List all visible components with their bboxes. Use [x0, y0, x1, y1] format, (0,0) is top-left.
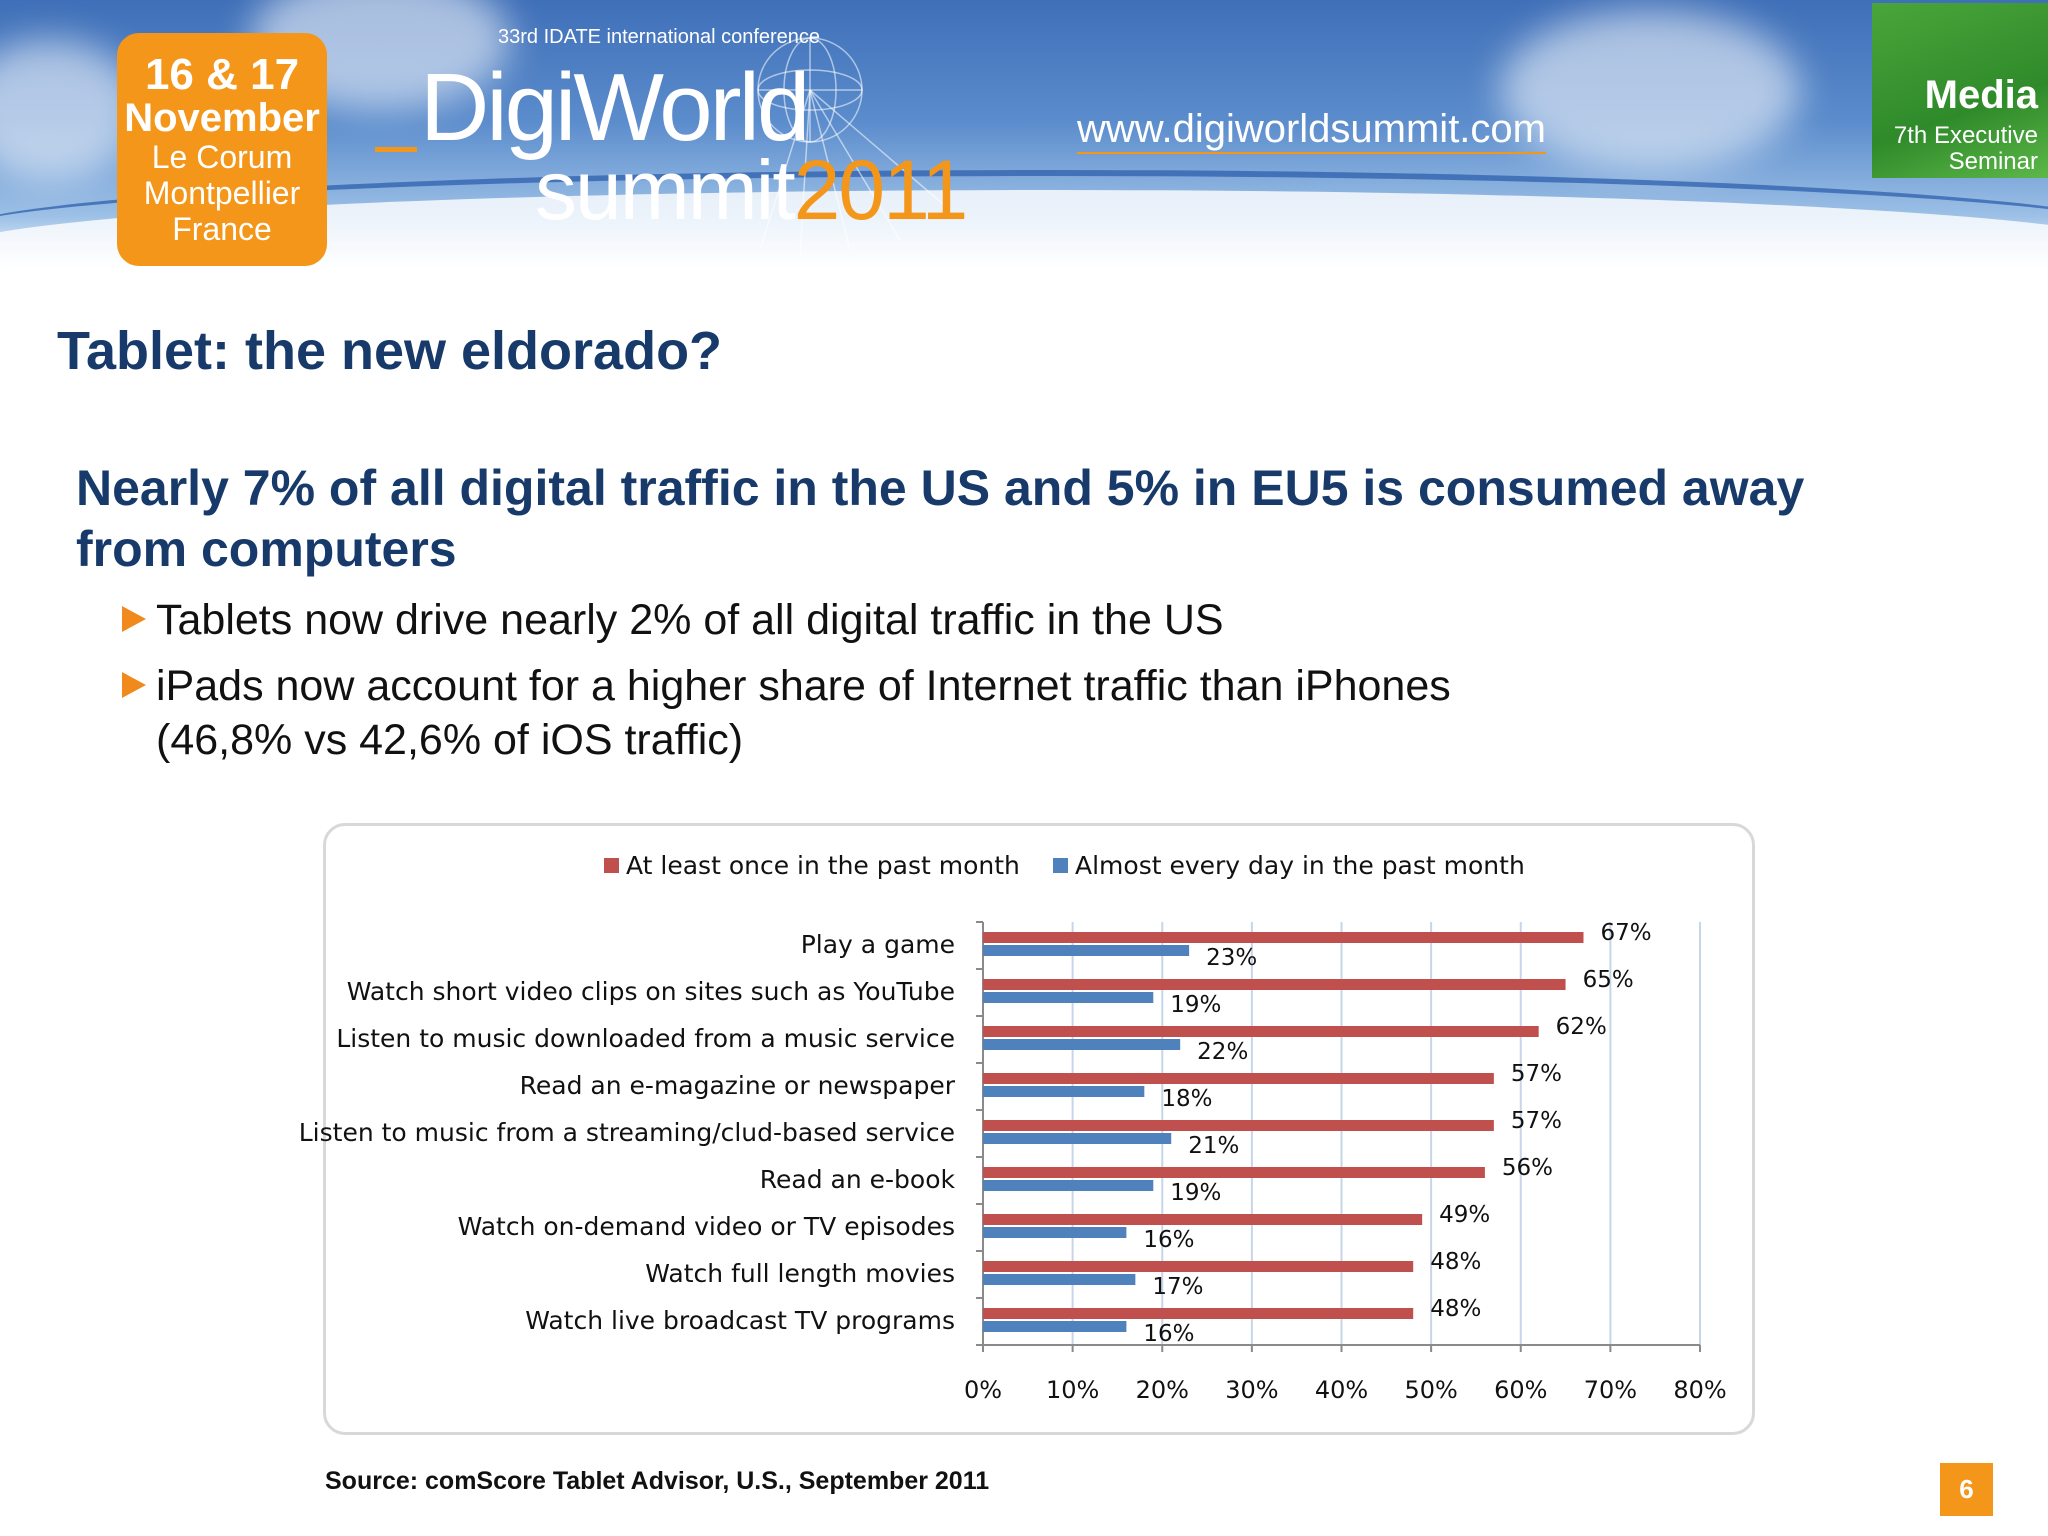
bar-daily [983, 1086, 1145, 1097]
bullet-text: iPads now account for a higher share of … [156, 662, 1451, 710]
bullet-item: Tablets now drive nearly 2% of all digit… [122, 593, 1224, 647]
category-label: Watch live broadcast TV programs [525, 1306, 955, 1335]
data-label-daily: 19% [1170, 1180, 1221, 1206]
legend-label: At least once in the past month [626, 851, 1020, 880]
category-label: Read an e-book [760, 1165, 956, 1194]
venue-city: Montpellier [143, 175, 301, 211]
data-label-daily: 16% [1143, 1321, 1194, 1347]
logo-text: DigiWorld [420, 54, 810, 161]
source-note: Source: comScore Tablet Advisor, U.S., S… [325, 1467, 990, 1495]
bar-monthly [983, 1214, 1423, 1225]
bar-daily [983, 1180, 1154, 1191]
event-month: November [124, 96, 320, 140]
category-label: Read an e-magazine or newspaper [520, 1071, 956, 1100]
x-tick-label: 10% [1046, 1376, 1099, 1404]
data-label-daily: 16% [1143, 1227, 1194, 1253]
legend-swatch [1053, 858, 1068, 873]
page-number: 6 [1940, 1463, 1993, 1516]
data-label-monthly: 48% [1430, 1249, 1481, 1275]
bar-daily [983, 1321, 1127, 1332]
conference-label: 33rd IDATE international conference [498, 26, 821, 48]
media-sub-line2: Seminar [1948, 148, 2038, 175]
event-date-badge: 16 & 17 November Le Corum Montpellier Fr… [117, 33, 327, 266]
bullet-arrow-icon [122, 672, 146, 698]
media-seminar-badge: Media 7th Executive Seminar [1872, 3, 2048, 178]
data-label-monthly: 67% [1600, 920, 1651, 946]
bar-daily [983, 945, 1190, 956]
x-tick-label: 80% [1673, 1376, 1726, 1404]
category-label: Watch on-demand video or TV episodes [458, 1212, 955, 1241]
bar-daily [983, 1227, 1127, 1238]
logo-summit: summit [535, 143, 796, 237]
bar-monthly [983, 1120, 1494, 1131]
category-label: Watch full length movies [645, 1259, 955, 1288]
data-label-monthly: 49% [1439, 1202, 1490, 1228]
bullet-text-continued: (46,8% vs 42,6% of iOS traffic) [156, 716, 744, 764]
header-banner: 16 & 17 November Le Corum Montpellier Fr… [0, 0, 2048, 270]
headline: Nearly 7% of all digital traffic in the … [76, 460, 1805, 577]
category-label: Play a game [801, 930, 955, 959]
bar-daily [983, 1274, 1136, 1285]
event-date: 16 & 17 [144, 50, 300, 99]
data-label-monthly: 57% [1511, 1061, 1562, 1087]
bar-daily [983, 1133, 1172, 1144]
venue-line: Le Corum [151, 139, 293, 175]
logo-year: 2011 [793, 143, 969, 237]
data-label-daily: 18% [1161, 1086, 1212, 1112]
data-label-monthly: 62% [1556, 1014, 1607, 1040]
legend-label: Almost every day in the past month [1075, 851, 1525, 880]
category-label: Listen to music from a streaming/clud-ba… [299, 1118, 955, 1147]
bullet-arrow-icon [122, 606, 146, 632]
globe-graphic [757, 37, 951, 256]
x-tick-label: 50% [1404, 1376, 1457, 1404]
x-tick-label: 30% [1225, 1376, 1278, 1404]
data-label-monthly: 48% [1430, 1296, 1481, 1322]
media-subtitle: 7th Executive Seminar [1894, 123, 2038, 175]
media-title: Media [1924, 73, 2038, 117]
bullet-item: iPads now account for a higher share of … [122, 659, 1451, 767]
category-label: Listen to music downloaded from a music … [336, 1024, 955, 1053]
data-label-daily: 22% [1197, 1039, 1248, 1065]
bar-monthly [983, 979, 1566, 990]
x-tick-label: 40% [1315, 1376, 1368, 1404]
x-tick-label: 70% [1584, 1376, 1637, 1404]
bar-monthly [983, 1026, 1539, 1037]
bar-daily [983, 1039, 1181, 1050]
bar-monthly [983, 1073, 1494, 1084]
slide-title: Tablet: the new eldorado? [57, 321, 723, 381]
category-label: Watch short video clips on sites such as… [347, 977, 955, 1006]
data-label-monthly: 57% [1511, 1108, 1562, 1134]
legend-swatch [604, 858, 619, 873]
x-tick-label: 0% [964, 1376, 1002, 1404]
x-tick-label: 60% [1494, 1376, 1547, 1404]
logo-subtext: summit2011 [535, 148, 968, 232]
bar-monthly [983, 1261, 1414, 1272]
data-label-daily: 19% [1170, 992, 1221, 1018]
data-label-daily: 23% [1206, 945, 1257, 971]
bar-monthly [983, 1167, 1485, 1178]
data-label-daily: 21% [1188, 1133, 1239, 1159]
bar-monthly [983, 932, 1584, 943]
bar-monthly [983, 1308, 1414, 1319]
logo-accent [375, 147, 417, 152]
bullet-text: Tablets now drive nearly 2% of all digit… [156, 596, 1224, 644]
data-label-daily: 17% [1152, 1274, 1203, 1300]
media-sub-line1: 7th Executive [1893, 122, 2038, 149]
bar-daily [983, 992, 1154, 1003]
data-label-monthly: 65% [1583, 967, 1634, 993]
venue-country: France [172, 211, 272, 247]
x-tick-label: 20% [1136, 1376, 1189, 1404]
event-url-link[interactable]: www.digiworldsummit.com [1077, 106, 1546, 154]
data-label-monthly: 56% [1502, 1155, 1553, 1181]
